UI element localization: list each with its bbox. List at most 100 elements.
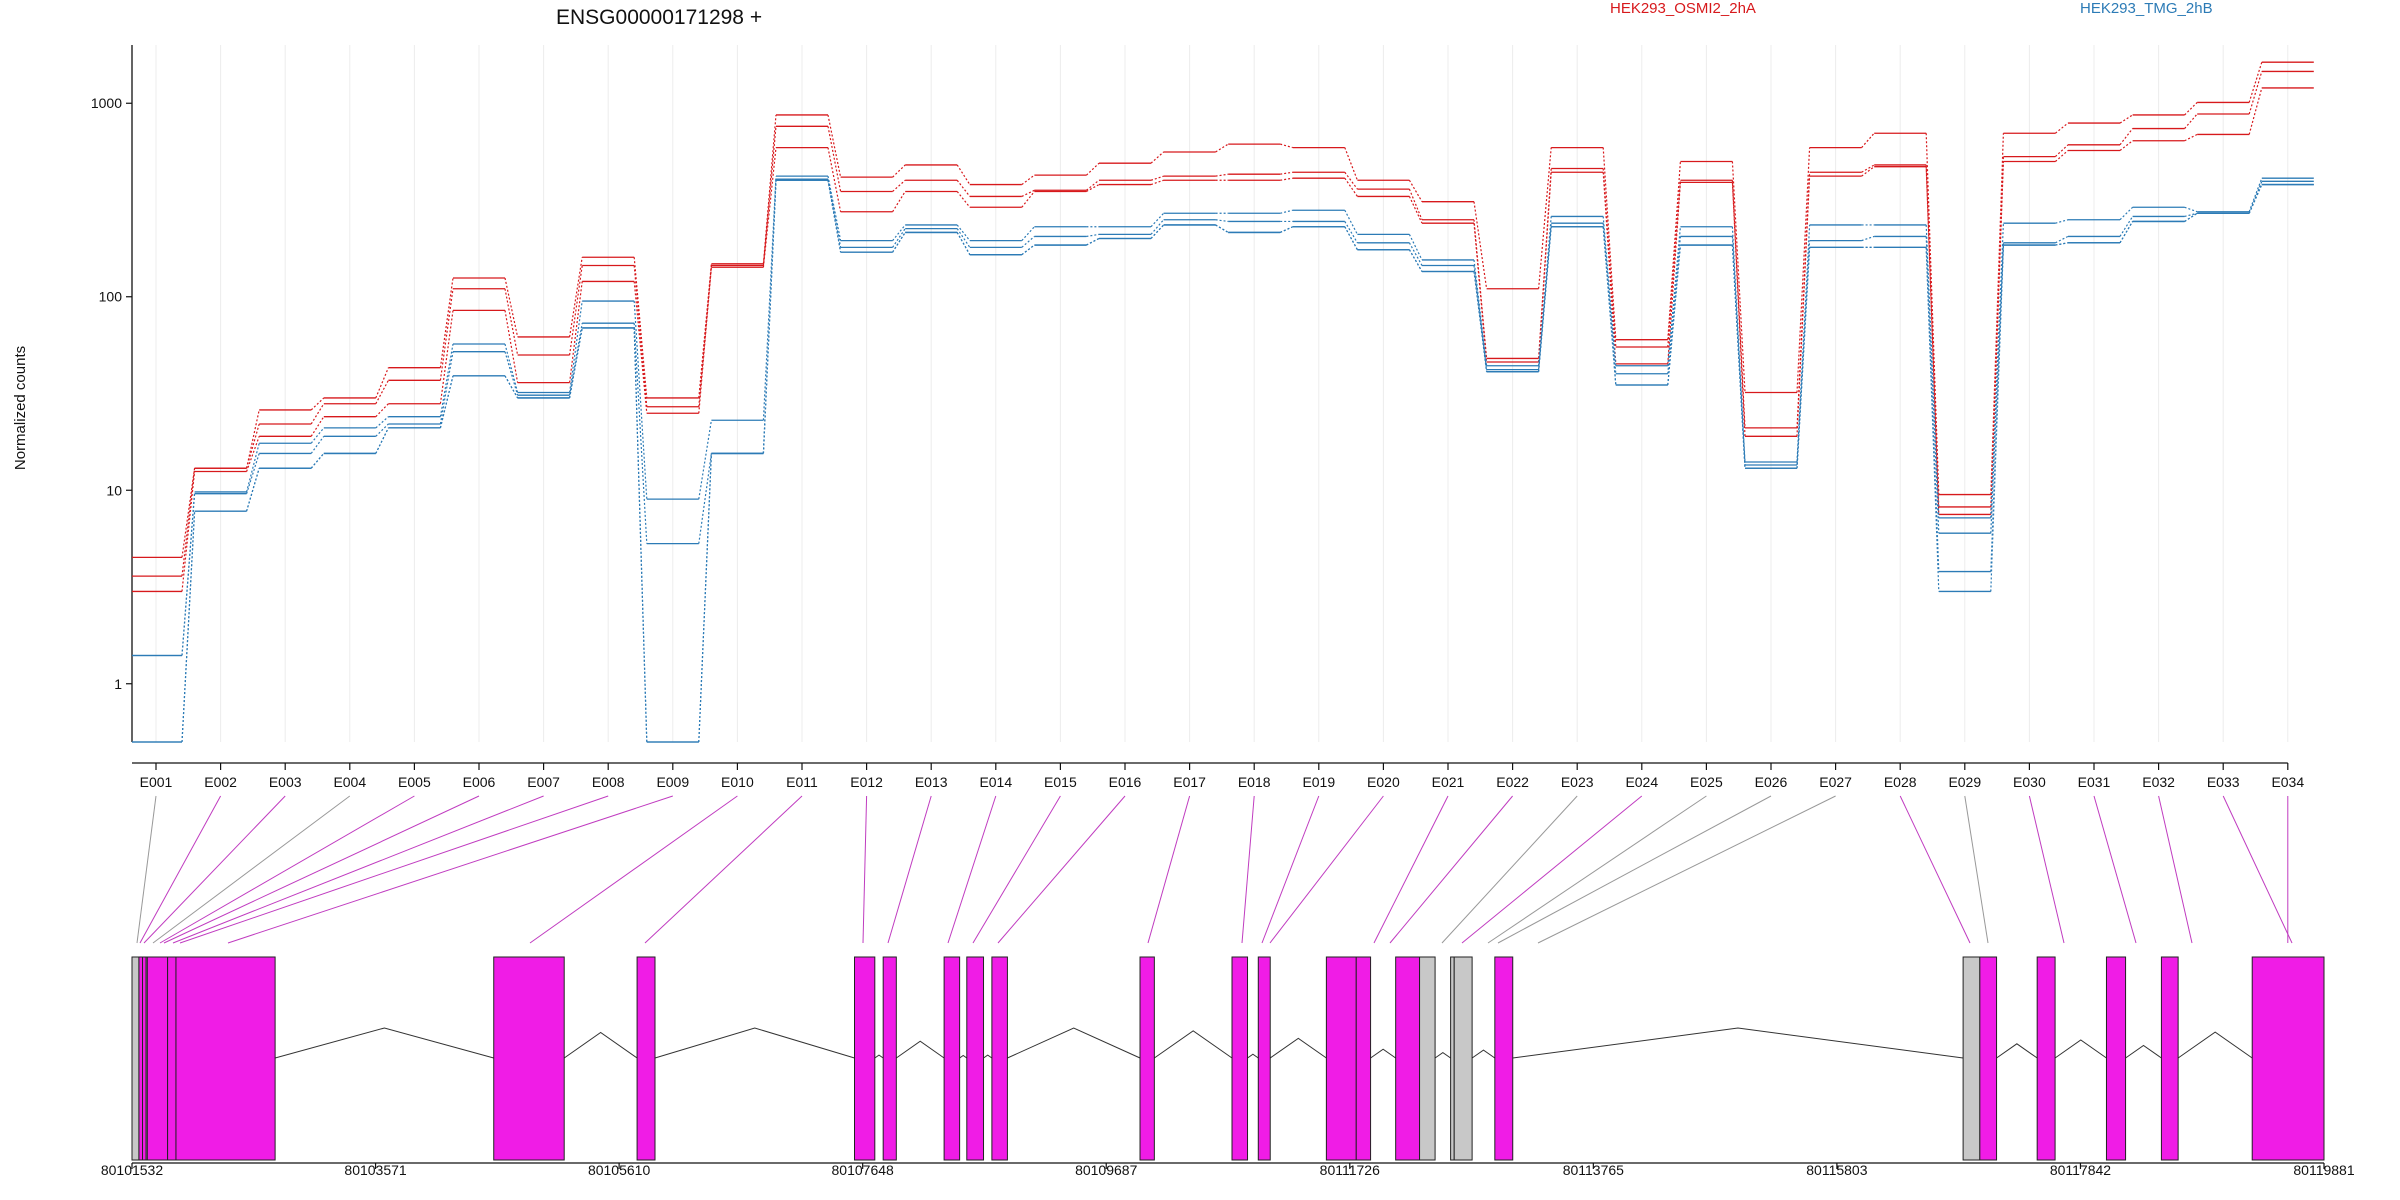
series-red-connector	[181, 468, 196, 558]
x-tick-label-e020: E020	[1367, 774, 1400, 790]
series-blue-connector	[1538, 223, 1552, 370]
connector-e030	[2028, 795, 2065, 944]
series-blue-connector	[1344, 209, 1358, 235]
series-blue-connector	[439, 343, 454, 417]
series-blue-connector	[1279, 226, 1294, 233]
y-tick-label: 1	[114, 676, 122, 692]
series-blue-connector	[375, 423, 389, 437]
series-red-connector	[2248, 87, 2263, 135]
series-red-connector	[310, 397, 325, 411]
x-tick-label-e009: E009	[656, 774, 689, 790]
series-blue-connector	[310, 427, 325, 444]
series-red-connector	[1215, 173, 1229, 177]
connector-e024	[1461, 795, 1643, 944]
series-red-connector	[1408, 179, 1423, 202]
x-tick-label-e017: E017	[1173, 774, 1206, 790]
x-tick-label-e026: E026	[1755, 774, 1788, 790]
intron-line	[1154, 1030, 1233, 1059]
x-tick-label-e007: E007	[527, 774, 560, 790]
series-red-connector	[1990, 161, 2004, 515]
series-blue-connector	[1667, 244, 1681, 386]
intron-line	[1370, 1048, 1396, 1059]
series-blue-connector	[246, 468, 260, 512]
series-blue-connector	[892, 232, 906, 253]
series-red-connector	[1408, 188, 1423, 220]
series-red-connector	[2184, 133, 2198, 142]
exon-box	[146, 956, 169, 1161]
series-blue-connector	[246, 453, 260, 494]
connector-e007	[172, 795, 544, 944]
coordinate-tick-label: 80117842	[2050, 1162, 2111, 1178]
series-red-connector	[1473, 223, 1488, 363]
series-red-connector	[310, 416, 325, 437]
series-red-connector	[1990, 156, 2004, 507]
connector-e027	[1537, 795, 1836, 944]
series-red-2	[132, 87, 2314, 593]
series-blue-connector	[698, 453, 712, 743]
exon-box	[966, 956, 985, 1161]
series-blue-connector	[439, 375, 454, 429]
x-tick-label-e006: E006	[463, 774, 496, 790]
series-blue-connector	[2119, 216, 2134, 237]
x-tick-label-e028: E028	[1884, 774, 1917, 790]
connector-e006	[163, 795, 480, 944]
series-red-connector	[762, 114, 777, 264]
x-tick-label-e010: E010	[721, 774, 754, 790]
connector-e016	[997, 795, 1126, 944]
series-blue-4	[132, 178, 2314, 657]
exon-box	[167, 956, 177, 1161]
connector-e003	[143, 795, 286, 944]
series-red-0	[132, 61, 2314, 559]
series-red-connector	[1861, 132, 1875, 148]
series-red-connector	[1925, 133, 1940, 495]
series-blue-connector	[1796, 224, 1811, 463]
series-blue-connector	[1215, 224, 1229, 233]
series-red-connector	[1215, 143, 1229, 153]
exon-box	[1450, 956, 1455, 1161]
series-blue-connector	[2055, 235, 2069, 244]
series-blue-connector	[1796, 247, 1811, 469]
series-blue-connector	[956, 224, 971, 242]
series-red-connector	[698, 267, 712, 414]
intron-line	[1269, 1037, 1327, 1059]
exon-box	[636, 956, 656, 1161]
x-axis: E001 E002 E003 E004 E005 E006 E007 E008 E009 E010…	[132, 762, 2304, 790]
connector-e012	[862, 795, 868, 944]
exon-box	[854, 956, 876, 1161]
intron-line	[1007, 1027, 1141, 1059]
y-axis: 1 10 100 1000	[91, 45, 133, 742]
series-blue-connector	[1990, 223, 2004, 518]
x-tick-label-e014: E014	[979, 774, 1012, 790]
connector-e017	[1147, 795, 1191, 944]
x-tick-label-e011: E011	[786, 774, 818, 790]
series-red-connector	[1150, 175, 1164, 181]
connector-e010	[529, 795, 738, 944]
series-red-connector	[956, 191, 971, 208]
series-red-connector	[1602, 168, 1617, 348]
gridlines	[155, 45, 2289, 742]
series-red-connector	[892, 164, 906, 178]
series-blue-connector	[1473, 271, 1488, 372]
x-tick-label-e022: E022	[1496, 774, 1529, 790]
genomic-coordinate-axis: 80101532 80103571 80105610 80107648 80109687…	[101, 1162, 2355, 1178]
series-blue-connector	[1279, 226, 1294, 233]
series-blue-connector	[1344, 221, 1358, 244]
series-red-connector	[246, 436, 260, 472]
series-blue-connector	[762, 176, 777, 421]
series-blue-connector	[2119, 221, 2134, 244]
x-tick-label-e018: E018	[1238, 774, 1271, 790]
series-blue-connector	[1215, 219, 1229, 223]
exon-box	[2105, 956, 2127, 1161]
series-blue-connector	[956, 232, 971, 255]
series-red-connector	[1408, 196, 1423, 224]
connector-e011	[644, 795, 803, 944]
connector-e009	[227, 795, 673, 944]
series-red-connector	[2248, 71, 2263, 115]
connector-e008	[179, 795, 609, 944]
series-blue-connector	[633, 327, 648, 743]
series-blue-connector	[1086, 237, 1100, 246]
connector-e026	[1497, 795, 1772, 944]
intron-line	[983, 1054, 993, 1059]
exon-box	[1231, 956, 1249, 1161]
x-tick-label-e024: E024	[1625, 774, 1658, 790]
